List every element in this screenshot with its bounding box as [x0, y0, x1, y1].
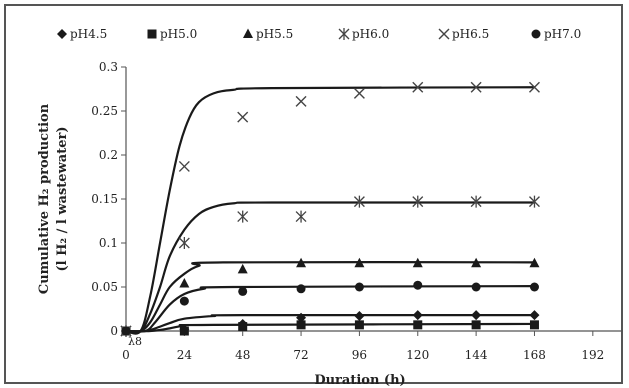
data-point-ph4-5 [471, 310, 482, 321]
legend-marker-ph5-5 [243, 28, 253, 38]
x-axis-title: Duration (h) [314, 373, 405, 388]
data-point-ph7-0 [296, 284, 306, 294]
data-points [120, 81, 540, 337]
y-tick-label: 0.2 [99, 148, 118, 162]
data-point-ph6-0 [178, 237, 190, 249]
data-point-ph7-0 [121, 326, 131, 336]
data-point-ph6-5 [295, 95, 307, 107]
y-tick-label: 0.05 [91, 280, 118, 294]
y-tick-label: 0.3 [99, 60, 118, 74]
data-point-ph6-0 [529, 195, 540, 208]
data-point-ph6-5 [528, 81, 540, 93]
x-tick-label: 144 [465, 348, 488, 362]
x-tick-label: 48 [235, 348, 250, 362]
fit-curve-ph6-5 [125, 86, 535, 335]
data-point-ph7-0 [179, 296, 189, 306]
legend: pH4.5 pH5.0 pH5.5 pH6.0 pH6.5 pH7.0 [57, 27, 581, 41]
lambda-annotation: λ8 [128, 335, 142, 348]
x-tick-label: 24 [177, 348, 193, 362]
data-point-ph5-0 [354, 320, 364, 330]
legend-marker-ph6-5 [438, 28, 450, 40]
data-point-ph7-0 [413, 280, 423, 290]
data-point-ph7-0 [529, 282, 539, 292]
data-point-ph5-5 [237, 263, 248, 274]
data-point-ph5-0 [529, 320, 539, 330]
data-point-ph5-0 [296, 320, 306, 330]
data-point-ph5-5 [412, 257, 423, 268]
data-point-ph7-0 [471, 282, 481, 292]
data-point-ph6-0 [237, 210, 249, 223]
data-point-ph5-0 [471, 320, 481, 330]
legend-marker-ph5-0 [147, 29, 157, 39]
data-point-ph5-0 [413, 320, 423, 330]
data-point-ph4-5 [296, 312, 307, 323]
data-point-ph6-5 [178, 160, 190, 172]
fit-curve-ph6-0 [125, 201, 535, 334]
legend-label: pH5.5 [256, 27, 293, 41]
legend-label: pH6.5 [452, 27, 489, 41]
legend-marker-ph4-5 [57, 29, 67, 39]
axes: 0 0.05 0.1 0.15 0.2 0.25 0.3 0 24 48 72 96 120 144 168… [91, 60, 622, 362]
data-point-ph5-5 [529, 257, 540, 268]
fit-curve-ph7-0 [125, 285, 535, 333]
data-point-ph5-5 [179, 277, 190, 288]
legend-label: pH5.0 [160, 27, 197, 41]
x-tick-label: 72 [293, 348, 308, 362]
legend-marker-ph7-0 [531, 29, 541, 39]
data-point-ph7-0 [354, 282, 364, 292]
data-point-ph4-5 [354, 311, 365, 322]
legend-label: pH6.0 [352, 27, 389, 41]
data-point-ph6-5 [353, 87, 365, 99]
x-tick-label: 168 [523, 348, 546, 362]
data-point-ph5-5 [354, 257, 365, 268]
data-point-ph6-0 [412, 195, 424, 208]
y-axis-title-line2: (l H₂ / l wastewater) [55, 127, 70, 272]
data-point-ph6-5 [470, 81, 482, 93]
fit-curve-ph5-5 [125, 260, 535, 333]
data-point-ph7-0 [238, 286, 248, 296]
data-point-ph6-0 [470, 195, 482, 208]
data-point-ph4-5 [412, 310, 423, 321]
y-tick-label: 0.1 [99, 236, 118, 250]
x-tick-label: 96 [352, 348, 367, 362]
data-point-ph6-5 [412, 81, 424, 93]
legend-marker-ph6-0 [338, 28, 350, 40]
y-axis-title-line1: Cumulative H₂ production [37, 103, 52, 294]
data-point-ph5-0 [179, 326, 189, 336]
data-point-ph6-0 [353, 195, 365, 208]
x-tick-label: 120 [406, 348, 429, 362]
data-point-ph4-5 [529, 310, 540, 321]
y-tick-label: 0 [110, 324, 118, 338]
data-point-ph6-0 [295, 210, 307, 223]
chart-frame [4, 4, 623, 384]
fit-curves [125, 86, 535, 335]
data-point-ph6-5 [237, 111, 249, 123]
y-tick-label: 0.25 [91, 104, 118, 118]
legend-label: pH4.5 [70, 27, 107, 41]
data-point-ph5-5 [471, 257, 482, 268]
data-point-ph5-0 [238, 322, 248, 332]
x-tick-label: 192 [581, 348, 604, 362]
y-tick-label: 0.15 [91, 192, 118, 206]
data-point-ph5-5 [296, 257, 307, 268]
legend-label: pH7.0 [544, 27, 581, 41]
x-tick-label: 0 [122, 348, 130, 362]
